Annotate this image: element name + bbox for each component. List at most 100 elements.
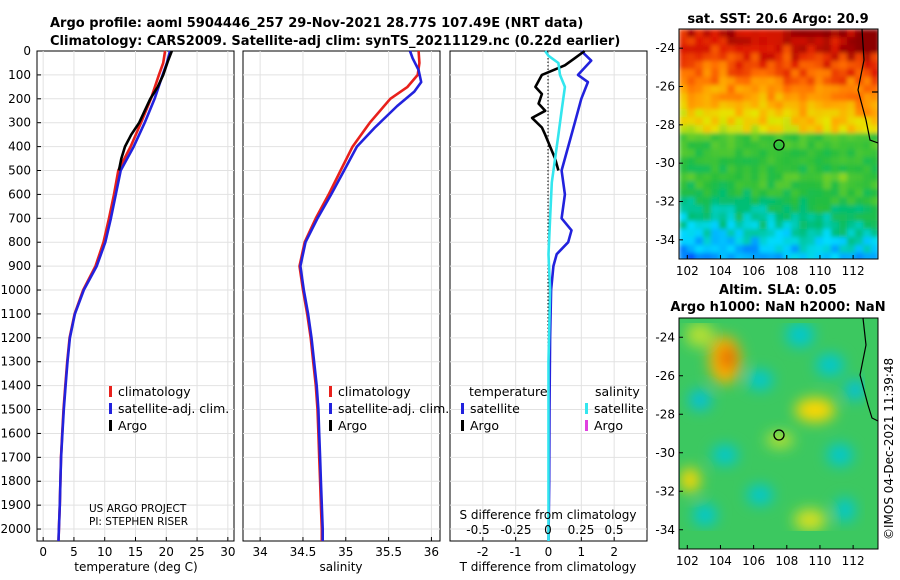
sst-cell xyxy=(711,165,720,174)
legend-swatch-satellite xyxy=(329,403,332,414)
sst-cell xyxy=(703,109,712,118)
sst-cell xyxy=(823,205,832,214)
sst-cell xyxy=(847,69,856,78)
sst-cell xyxy=(751,221,760,230)
sst-cell xyxy=(791,181,800,190)
sst-cell xyxy=(743,221,752,230)
sst-cell xyxy=(815,205,824,214)
sst-cell xyxy=(767,141,776,150)
sst-cell xyxy=(727,245,736,254)
legend-label-s-argo: Argo xyxy=(594,418,623,433)
sst-cell xyxy=(783,229,792,238)
sst-argo-marker xyxy=(773,139,785,151)
legend-label-satellite: satellite-adj. clim. xyxy=(118,401,229,416)
sst-cell xyxy=(719,85,728,94)
sst-cell xyxy=(751,133,760,142)
sst-cell xyxy=(743,101,752,110)
sst-cell xyxy=(807,205,816,214)
sst-cell xyxy=(823,141,832,150)
sst-cell xyxy=(743,125,752,134)
sst-cell xyxy=(855,141,864,150)
sst-cell xyxy=(831,157,840,166)
sst-cell xyxy=(775,37,784,46)
sst-cell xyxy=(727,77,736,86)
sst-cell xyxy=(831,45,840,54)
sst-cell xyxy=(679,141,688,150)
sst-cell xyxy=(759,229,768,238)
sst-cell xyxy=(711,213,720,222)
temperature-legend: climatology satellite-adj. clim. Argo xyxy=(109,384,229,433)
sst-cell xyxy=(799,253,808,259)
sla-anomaly-blob xyxy=(845,380,865,400)
sst-cell xyxy=(775,101,784,110)
sst-cell xyxy=(679,197,688,206)
sst-cell xyxy=(735,229,744,238)
sst-cell xyxy=(759,197,768,206)
sst-cell xyxy=(863,85,872,94)
sst-cell xyxy=(871,101,878,110)
sst-cell xyxy=(767,173,776,182)
sst-cell xyxy=(775,189,784,198)
sst-cell xyxy=(727,29,736,38)
map-y-tick-label: -26 xyxy=(655,80,675,94)
sst-cell xyxy=(839,85,848,94)
sst-cell xyxy=(703,165,712,174)
sst-cell xyxy=(695,237,704,246)
sst-cell xyxy=(679,101,688,110)
sst-cell xyxy=(767,77,776,86)
sst-cell xyxy=(759,221,768,230)
sst-cell xyxy=(695,101,704,110)
y-tick-label: 1900 xyxy=(0,498,31,512)
sst-cell xyxy=(727,157,736,166)
sst-cell xyxy=(807,221,816,230)
difference-panel: -2 -1 0 1 2 T difference from climatology S … xyxy=(449,49,648,574)
sst-cell xyxy=(751,53,760,62)
sst-cell xyxy=(855,125,864,134)
sst-cell xyxy=(687,29,696,38)
map-x-tick-label: 102 xyxy=(676,554,699,568)
legend-label-t-argo: Argo xyxy=(470,418,499,433)
sst-cell xyxy=(679,61,688,70)
sst-cell xyxy=(871,141,878,150)
sst-cell xyxy=(839,165,848,174)
sst-cell xyxy=(759,157,768,166)
sst-cell xyxy=(871,253,878,259)
sst-cell xyxy=(735,149,744,158)
sst-cell xyxy=(799,237,808,246)
sst-cell xyxy=(831,213,840,222)
legend-swatch-satellite xyxy=(109,403,112,414)
sst-cell xyxy=(791,45,800,54)
sst-cell xyxy=(695,165,704,174)
sst-cell xyxy=(703,85,712,94)
x-tick-label: 25 xyxy=(189,545,204,559)
sst-cell xyxy=(759,69,768,78)
sst-cell xyxy=(847,157,856,166)
sst-cell xyxy=(703,221,712,230)
sla-anomaly-blob xyxy=(827,444,853,466)
sst-cell xyxy=(831,173,840,182)
sst-cell xyxy=(847,45,856,54)
sst-cell xyxy=(799,125,808,134)
sst-cell xyxy=(783,197,792,206)
sst-cell xyxy=(791,85,800,94)
sst-cell xyxy=(823,93,832,102)
legend-label-argo: Argo xyxy=(118,418,147,433)
sst-cell xyxy=(767,101,776,110)
sst-cell xyxy=(719,213,728,222)
sst-cell xyxy=(807,141,816,150)
sst-cell xyxy=(727,173,736,182)
sst-cell xyxy=(871,29,878,38)
sst-cell xyxy=(855,213,864,222)
legend-swatch-s-satellite xyxy=(585,403,588,414)
sst-cell xyxy=(679,173,688,182)
sst-cell xyxy=(807,37,816,46)
sst-cell xyxy=(839,157,848,166)
sst-cell xyxy=(719,29,728,38)
sst-cell xyxy=(871,173,878,182)
sst-cell xyxy=(847,29,856,38)
sst-cell xyxy=(831,101,840,110)
sst-cell xyxy=(775,213,784,222)
sst-cell xyxy=(839,205,848,214)
sst-cell xyxy=(695,77,704,86)
sst-cell xyxy=(703,29,712,38)
